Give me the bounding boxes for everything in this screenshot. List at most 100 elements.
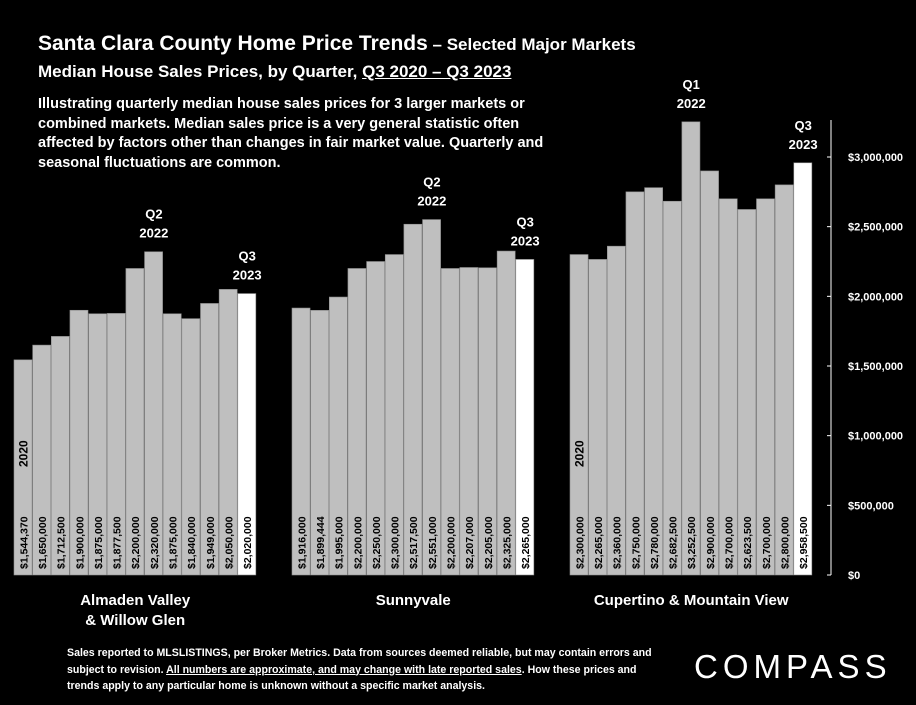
bar — [88, 313, 107, 576]
bar-value-label: $2,300,000 — [390, 516, 402, 569]
bar-annotation: 2022 — [677, 96, 706, 111]
bar-annotation: 2022 — [417, 194, 446, 209]
bar-group: $1,544,370 $1,650,000 $1,712,500 $1,900,000… — [13, 207, 262, 629]
bar-value-label: $2,750,000 — [630, 516, 642, 569]
chart-title: Santa Clara County Home Price Trends – S… — [38, 32, 636, 56]
bar — [347, 268, 367, 576]
bar-value-label: $2,517,500 — [408, 516, 420, 569]
footer-text-3: . How these prices and trends apply to a… — [67, 663, 637, 693]
bar — [384, 254, 404, 576]
bar-value-label: $1,875,000 — [168, 516, 180, 569]
bar-group: $2,300,000 $2,265,000 $2,360,000 $2,750,000… — [569, 77, 818, 609]
bar-value-label: $2,265,000 — [520, 516, 532, 569]
bar — [310, 310, 329, 576]
bar-value-label: $2,200,000 — [446, 516, 458, 569]
bar-value-label: $1,949,000 — [205, 516, 217, 569]
bar-value-label: $2,958,500 — [798, 516, 810, 569]
bar-value-label: $2,205,000 — [483, 516, 495, 569]
bar — [478, 267, 497, 576]
bar-annotation: Q3 — [516, 214, 533, 229]
bar-value-label: $2,800,000 — [779, 516, 791, 569]
bar — [181, 318, 201, 576]
bar-value-label: $2,020,000 — [242, 516, 254, 569]
bar — [588, 259, 608, 576]
bar-value-label: $1,899,444 — [315, 516, 327, 569]
bar-value-label: $2,780,000 — [649, 516, 661, 569]
y-tick-label: $2,500,000 — [848, 222, 903, 234]
bar-group: $1,916,000 $1,899,444 $1,995,000 $2,200,000… — [291, 175, 540, 609]
bar-value-label: $2,682,500 — [668, 516, 680, 569]
bar — [625, 191, 645, 576]
bar — [422, 219, 441, 576]
bar-value-label: $2,200,000 — [130, 516, 142, 569]
bar — [644, 187, 663, 576]
bar-annotation: 2023 — [789, 137, 818, 152]
bar-value-label: $2,900,000 — [705, 516, 717, 569]
bar — [144, 251, 163, 576]
bar-annotation: Q1 — [683, 77, 700, 92]
bar-value-label: $2,250,000 — [371, 516, 383, 569]
bar-value-label: $2,700,000 — [761, 516, 773, 569]
group-label: Sunnyvale — [376, 592, 451, 609]
bar — [125, 268, 145, 576]
subtitle-prefix: Median House Sales Prices, by Quarter, — [38, 62, 363, 81]
y-tick-label: $500,000 — [848, 500, 894, 512]
bar — [496, 250, 516, 576]
bar-value-label: $2,320,000 — [149, 516, 161, 569]
bar-value-label: $1,877,500 — [112, 516, 124, 569]
bar-annotation: Q2 — [423, 175, 440, 190]
bar — [162, 313, 182, 576]
bar-value-label: $2,200,000 — [352, 516, 364, 569]
y-tick-label: $2,000,000 — [848, 291, 903, 303]
bar-value-label: $2,265,000 — [593, 516, 605, 569]
bar-value-label: $2,360,000 — [612, 516, 624, 569]
bar — [515, 259, 535, 576]
year-label: 2020 — [572, 440, 586, 467]
bar-value-label: $2,623,500 — [742, 516, 754, 569]
bar-value-label: $1,995,000 — [334, 516, 346, 569]
bar — [403, 223, 423, 576]
bar — [662, 200, 682, 576]
bar — [291, 307, 311, 576]
group-label: Cupertino & Mountain View — [594, 592, 789, 609]
bar-value-label: $3,252,500 — [686, 516, 698, 569]
bar — [200, 303, 219, 576]
bar-value-label: $1,916,000 — [296, 516, 308, 569]
bar-annotation: 2022 — [139, 226, 168, 241]
bar-value-label: $1,544,370 — [18, 516, 30, 569]
group-label: & Willow Glen — [85, 612, 185, 629]
bar-value-label: $1,650,000 — [37, 516, 49, 569]
bar — [440, 268, 460, 576]
bar-value-label: $2,551,000 — [427, 516, 439, 569]
bar-value-label: $2,207,000 — [464, 516, 476, 569]
bar — [774, 184, 794, 576]
bar-value-label: $1,840,000 — [186, 516, 198, 569]
bar — [106, 313, 126, 576]
y-tick-label: $0 — [848, 570, 860, 582]
bar — [569, 254, 589, 576]
year-label: 2020 — [16, 440, 30, 467]
bar — [50, 336, 70, 576]
bar — [756, 198, 775, 576]
bar — [793, 162, 813, 576]
chart-subtitle: Median House Sales Prices, by Quarter, Q… — [38, 62, 511, 82]
bar — [700, 170, 719, 576]
y-tick-label: $1,000,000 — [848, 431, 903, 443]
bar — [218, 289, 238, 576]
bar-value-label: $2,700,000 — [724, 516, 736, 569]
bar-annotation: Q3 — [238, 249, 255, 264]
bar — [606, 245, 626, 576]
group-label: Almaden Valley — [80, 592, 191, 609]
bar — [237, 293, 257, 576]
bar-value-label: $1,712,500 — [56, 516, 68, 569]
bar-value-label: $2,050,000 — [223, 516, 235, 569]
bar-annotation: 2023 — [233, 268, 262, 283]
compass-logo: COMPASS — [694, 648, 892, 685]
footer-text-underlined: All numbers are approximate, and may cha… — [166, 663, 522, 676]
bar — [737, 209, 757, 576]
bar — [328, 296, 348, 576]
subtitle-range: Q3 2020 – Q3 2023 — [362, 62, 512, 81]
bar — [459, 267, 479, 576]
bar — [366, 261, 385, 576]
